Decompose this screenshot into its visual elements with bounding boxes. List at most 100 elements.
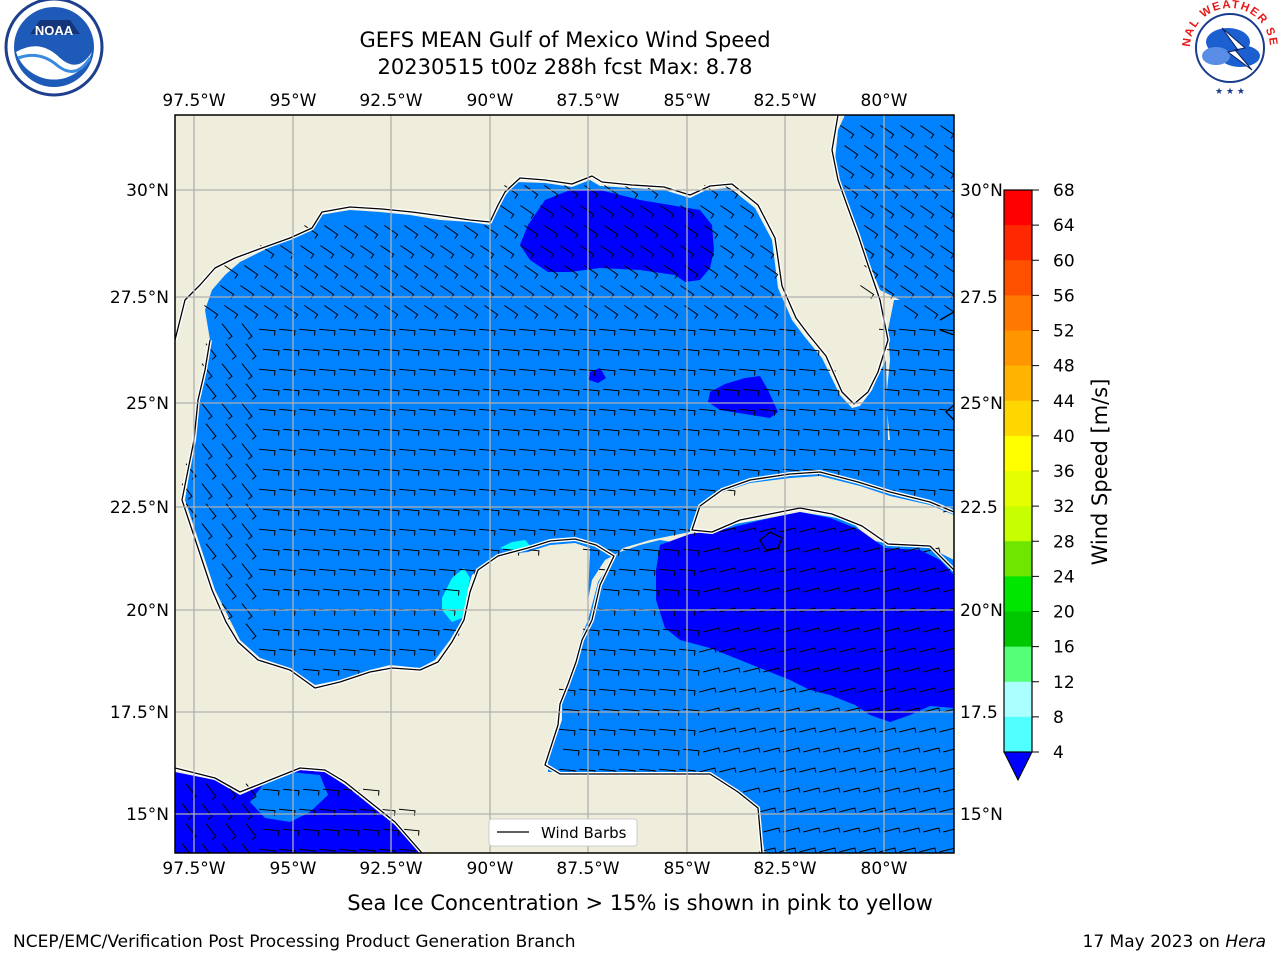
wind-barb bbox=[758, 408, 776, 416]
wind-barb bbox=[382, 548, 400, 556]
wind-barb bbox=[504, 265, 519, 279]
wind-barb bbox=[522, 428, 540, 436]
wind-barb bbox=[538, 408, 556, 416]
wind-barb bbox=[502, 508, 520, 516]
wind-barb bbox=[703, 627, 721, 633]
wind-barb bbox=[284, 305, 299, 319]
lon-tick-bottom: 92.5°W bbox=[359, 859, 422, 879]
wind-barb bbox=[598, 568, 616, 576]
wind-barb bbox=[644, 305, 659, 319]
wind-barb bbox=[442, 588, 460, 596]
wind-barb bbox=[742, 348, 760, 356]
wind-barb bbox=[839, 607, 857, 613]
wind-barb bbox=[245, 543, 257, 560]
wind-barb bbox=[919, 567, 937, 573]
wind-barb bbox=[245, 583, 257, 600]
wind-barb bbox=[642, 628, 660, 636]
wind-barb bbox=[181, 803, 193, 820]
wind-barb bbox=[278, 848, 296, 853]
wind-barb bbox=[502, 468, 520, 476]
wind-barb bbox=[699, 607, 717, 613]
wind-barb bbox=[622, 508, 640, 516]
wind-barb bbox=[538, 448, 556, 456]
wind-barb bbox=[939, 607, 954, 613]
wind-barb bbox=[358, 848, 376, 853]
wind-barb bbox=[743, 547, 761, 553]
wind-barb bbox=[438, 368, 456, 376]
wind-barb bbox=[718, 448, 736, 456]
wind-barb bbox=[883, 667, 901, 673]
wind-barb bbox=[302, 468, 320, 476]
wind-barb bbox=[903, 787, 921, 793]
wind-barb bbox=[883, 747, 901, 753]
wind-barb bbox=[602, 548, 620, 556]
wind-barb bbox=[378, 648, 396, 656]
wind-barb bbox=[778, 408, 796, 416]
wind-barb bbox=[502, 388, 520, 396]
wind-barb bbox=[682, 348, 700, 356]
wind-barb bbox=[658, 728, 676, 736]
lon-tick-top: 87.5°W bbox=[556, 91, 619, 111]
wind-barb bbox=[742, 428, 760, 436]
wind-barb bbox=[920, 125, 935, 139]
wind-barb bbox=[819, 767, 837, 773]
wind-barb bbox=[642, 428, 660, 436]
wind-barb bbox=[418, 408, 436, 416]
wind-barb bbox=[923, 667, 941, 673]
wind-barb bbox=[322, 668, 340, 676]
colorbar-tick-label: 32 bbox=[1053, 497, 1075, 517]
wind-barb bbox=[739, 767, 757, 773]
wind-barb bbox=[638, 728, 656, 736]
wind-barb bbox=[942, 428, 954, 431]
wind-barb bbox=[924, 225, 939, 239]
wind-barb bbox=[863, 547, 881, 553]
wind-barb bbox=[839, 687, 857, 693]
wind-barb bbox=[382, 428, 400, 436]
wind-barb bbox=[860, 205, 875, 219]
wind-barb bbox=[478, 528, 496, 536]
wind-barb bbox=[338, 848, 356, 853]
wind-barb bbox=[624, 265, 639, 279]
wind-barb bbox=[358, 368, 376, 376]
wind-barb bbox=[763, 747, 781, 753]
wind-barb bbox=[282, 388, 300, 396]
wind-barb bbox=[702, 388, 720, 396]
wind-barb bbox=[518, 368, 536, 376]
wind-barb bbox=[562, 468, 580, 476]
wind-barb bbox=[803, 707, 821, 713]
wind-barb bbox=[682, 588, 700, 596]
nws-logo-text: NATIONAL WEATHER SERVICE bbox=[0, 0, 1278, 47]
wind-barb bbox=[360, 245, 375, 259]
wind-barb bbox=[620, 205, 635, 219]
wind-barb bbox=[578, 648, 596, 656]
wind-barb bbox=[699, 687, 717, 693]
wind-barb bbox=[918, 488, 936, 496]
wind-barb bbox=[943, 828, 954, 833]
wind-barb bbox=[902, 428, 920, 436]
wind-barb bbox=[262, 428, 280, 436]
wind-barb bbox=[322, 348, 340, 356]
wind-barb bbox=[342, 588, 360, 596]
wind-barb bbox=[764, 305, 779, 319]
wind-barb bbox=[225, 383, 237, 400]
wind-barb bbox=[899, 767, 917, 773]
wind-barb bbox=[680, 205, 695, 219]
wind-barb bbox=[602, 428, 620, 436]
wind-barb bbox=[739, 727, 757, 733]
wind-barb bbox=[843, 707, 861, 713]
wind-barb bbox=[882, 468, 900, 476]
wind-barb bbox=[304, 265, 319, 279]
wind-barb bbox=[642, 588, 660, 596]
wind-barb bbox=[903, 547, 921, 553]
map-title: GEFS MEAN Gulf of Mexico Wind Speed bbox=[359, 28, 771, 52]
wind-barb bbox=[322, 428, 340, 436]
wind-barb bbox=[358, 448, 376, 456]
wind-barb bbox=[344, 305, 359, 319]
wind-barb bbox=[518, 528, 536, 536]
wind-barb bbox=[723, 707, 741, 713]
wind-barb bbox=[464, 265, 479, 279]
sea-ice-caption: Sea Ice Concentration > 15% is shown in … bbox=[347, 891, 933, 915]
wind-barb bbox=[884, 225, 899, 239]
wind-barb bbox=[844, 185, 859, 199]
wind-barb bbox=[799, 567, 817, 573]
